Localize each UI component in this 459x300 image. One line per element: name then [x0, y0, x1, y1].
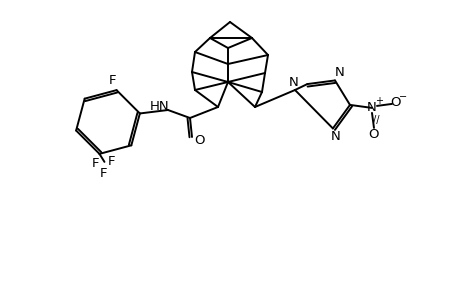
- Text: O: O: [368, 128, 378, 141]
- Text: F: F: [100, 167, 107, 180]
- Text: F: F: [109, 74, 116, 87]
- Text: F: F: [91, 158, 99, 170]
- Text: N: N: [289, 76, 298, 88]
- Text: −: −: [398, 92, 406, 102]
- Text: +: +: [374, 96, 382, 106]
- Text: N: N: [335, 66, 344, 79]
- Text: F: F: [107, 155, 115, 168]
- Text: //: //: [372, 115, 378, 125]
- Text: N: N: [330, 130, 340, 143]
- Text: HN: HN: [150, 100, 169, 112]
- Text: O: O: [194, 134, 205, 146]
- Text: O: O: [390, 96, 400, 110]
- Text: N: N: [366, 101, 376, 114]
